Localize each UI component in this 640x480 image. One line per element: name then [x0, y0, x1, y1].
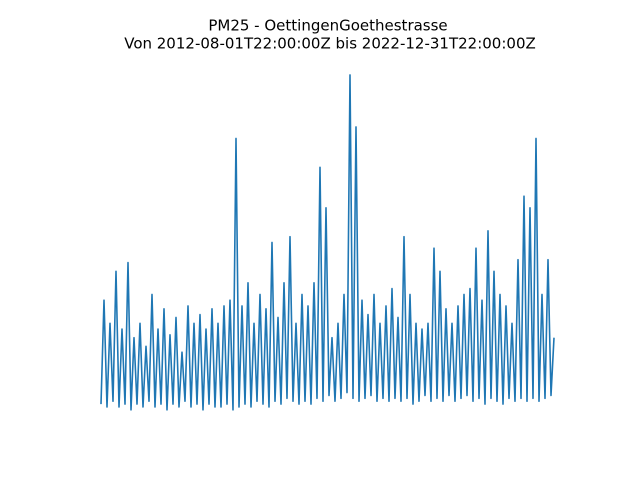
chart-subtitle: Von 2012-08-01T22:00:00Z bis 2022-12-31T… — [124, 35, 536, 53]
data-line — [100, 74, 555, 411]
chart-title: PM25 - OettingenGoethestrasse — [208, 17, 447, 35]
